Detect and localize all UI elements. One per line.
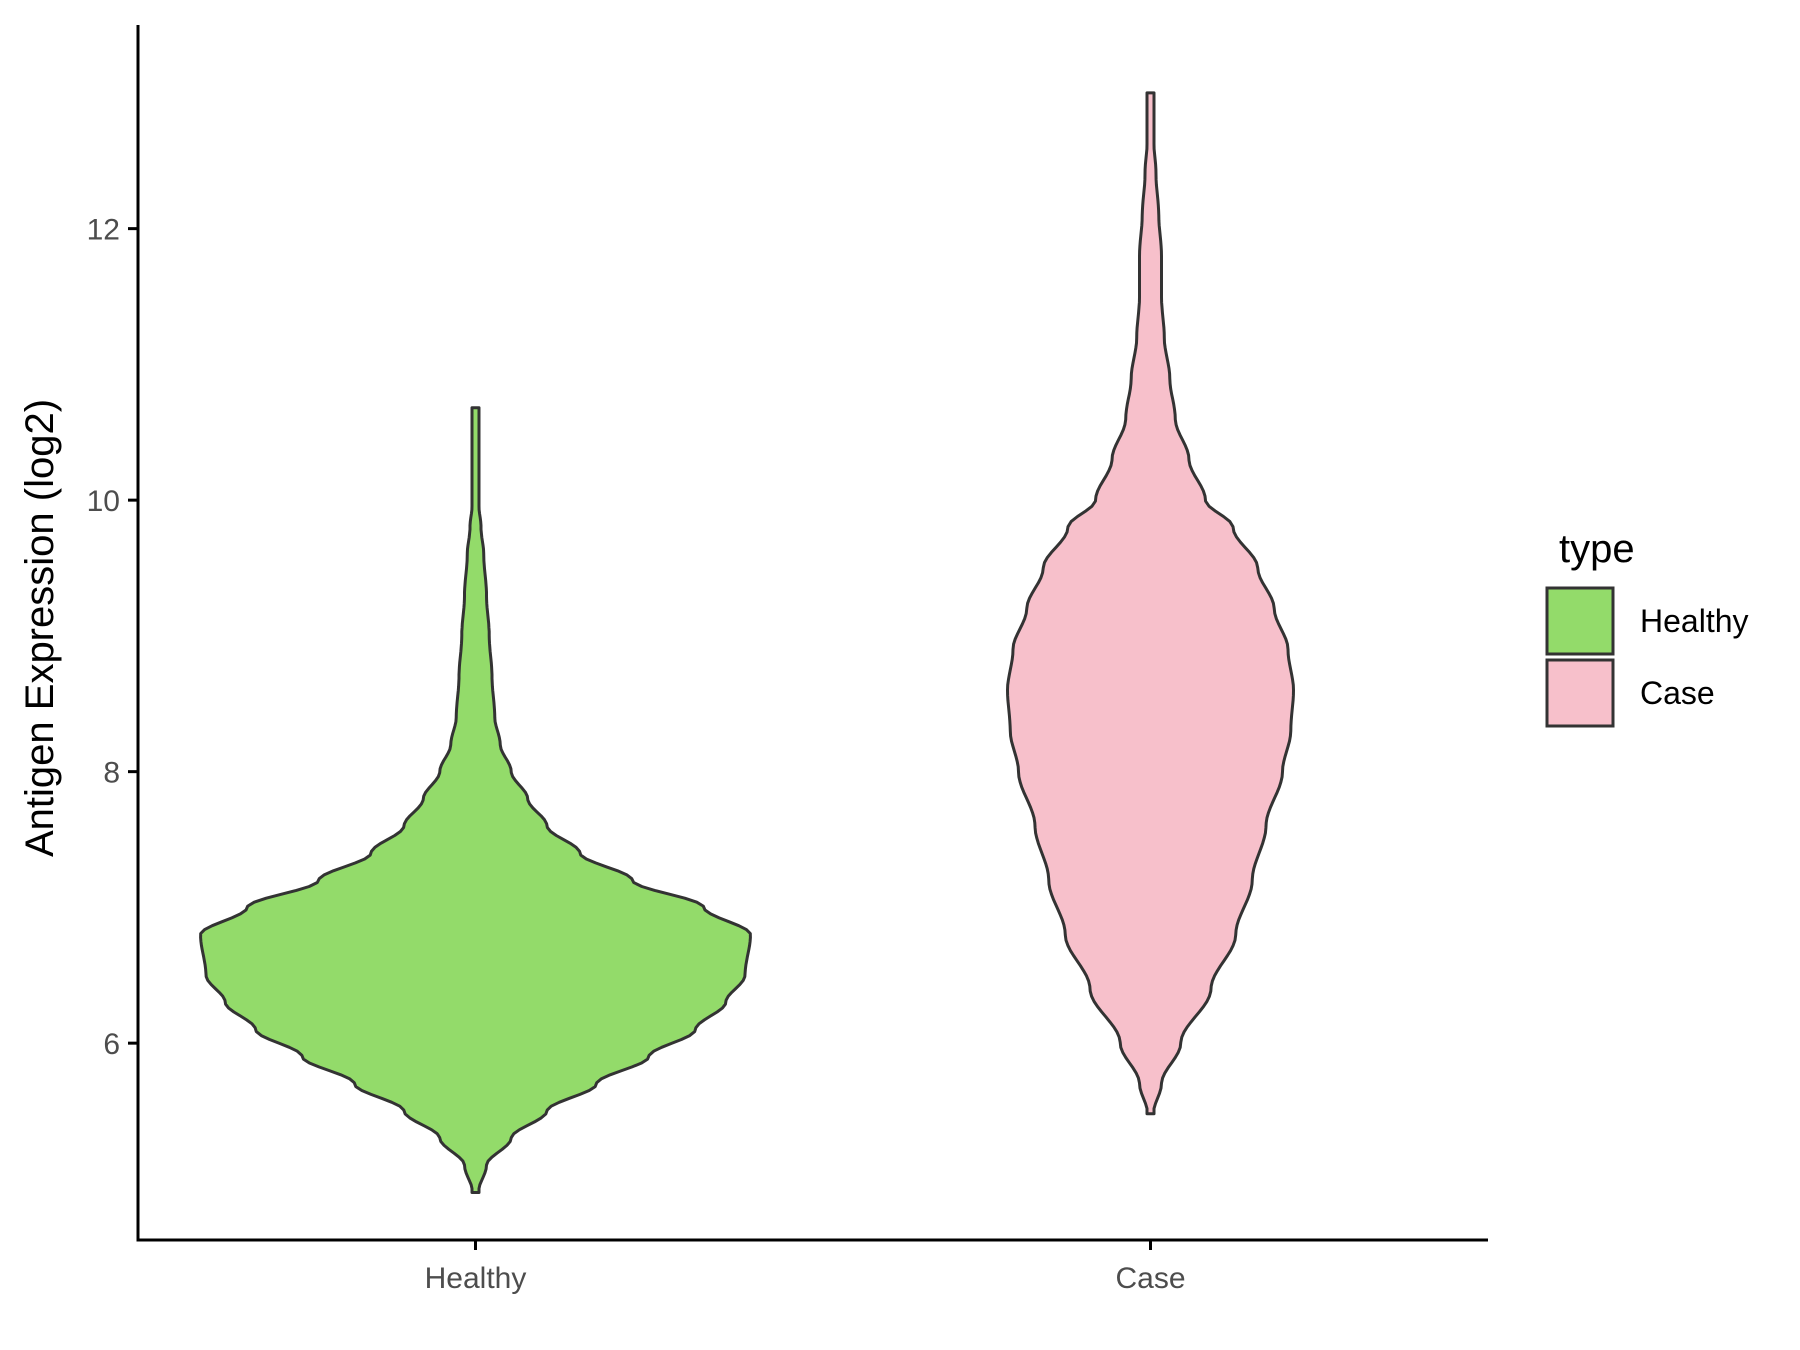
legend-swatch-case xyxy=(1545,658,1615,728)
y-tick-label: 10 xyxy=(87,485,120,518)
y-tick-label: 6 xyxy=(103,1028,120,1061)
violin-case xyxy=(1006,91,1295,1116)
legend-label-case: Case xyxy=(1640,675,1715,711)
y-axis-title: Antigen Expression (log2) xyxy=(18,399,62,857)
x-axis-ticks: Healthy Case xyxy=(425,1240,1186,1295)
violin-layer xyxy=(199,91,1295,1194)
y-tick-label: 8 xyxy=(103,757,120,790)
x-tick-label: Healthy xyxy=(425,1262,527,1295)
legend-label-healthy: Healthy xyxy=(1640,603,1749,639)
y-tick-label: 12 xyxy=(87,214,120,247)
violin-healthy xyxy=(199,406,752,1194)
x-tick-label: Case xyxy=(1115,1262,1185,1295)
y-axis-ticks: 6 8 10 12 xyxy=(87,214,138,1061)
legend: type Healthy Case xyxy=(1545,527,1749,728)
legend-swatch-healthy xyxy=(1545,586,1615,656)
legend-items: Healthy Case xyxy=(1545,586,1749,728)
legend-title: type xyxy=(1559,527,1635,571)
